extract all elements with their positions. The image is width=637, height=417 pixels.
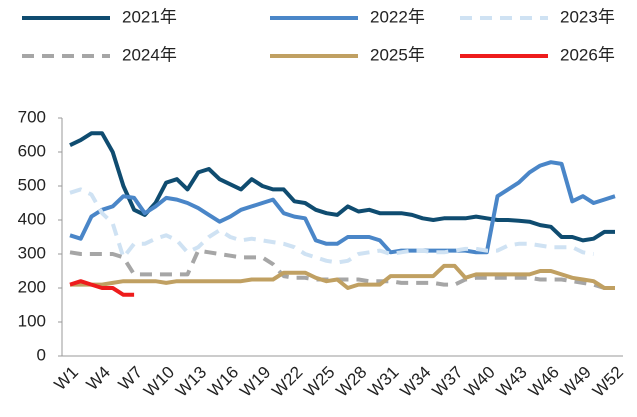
x-tick-label: W40 — [461, 363, 499, 401]
legend-label: 2023年 — [560, 7, 615, 26]
x-tick-label: W28 — [332, 363, 370, 401]
x-tick-label: W37 — [429, 363, 467, 401]
x-tick-label: W31 — [364, 363, 402, 401]
y-tick-label: 600 — [18, 141, 46, 160]
legend-label: 2024年 — [122, 45, 177, 64]
y-tick-label: 400 — [18, 209, 46, 228]
line-series — [70, 263, 615, 290]
x-tick-label: W43 — [493, 363, 531, 401]
x-tick-label: W25 — [300, 363, 338, 401]
line-series — [69, 279, 135, 297]
y-tick-label: 0 — [37, 345, 46, 364]
y-tick-label: 100 — [18, 311, 46, 330]
y-tick-label: 500 — [18, 175, 46, 194]
x-tick-label: W13 — [172, 363, 210, 401]
legend-label: 2026年 — [560, 45, 615, 64]
x-tick-label: W16 — [204, 363, 242, 401]
x-tick-label: W4 — [83, 363, 114, 394]
legend-label: 2021年 — [122, 7, 177, 26]
line-series — [69, 131, 615, 243]
x-tick-label: W1 — [51, 363, 82, 394]
x-tick-label: W46 — [525, 363, 563, 401]
legend-label: 2025年 — [370, 45, 425, 64]
x-tick-label: W52 — [589, 363, 627, 401]
y-tick-label: 700 — [18, 107, 46, 126]
x-tick-label: W22 — [268, 363, 306, 401]
line-series — [69, 160, 616, 255]
y-tick-label: 200 — [18, 277, 46, 296]
line-series — [69, 187, 594, 265]
x-tick-label: W49 — [557, 363, 595, 401]
x-tick-label: W19 — [236, 363, 274, 401]
legend-label: 2022年 — [370, 7, 425, 26]
x-tick-label: W10 — [140, 363, 178, 401]
x-tick-label: W34 — [396, 363, 434, 401]
y-tick-label: 300 — [18, 243, 46, 262]
